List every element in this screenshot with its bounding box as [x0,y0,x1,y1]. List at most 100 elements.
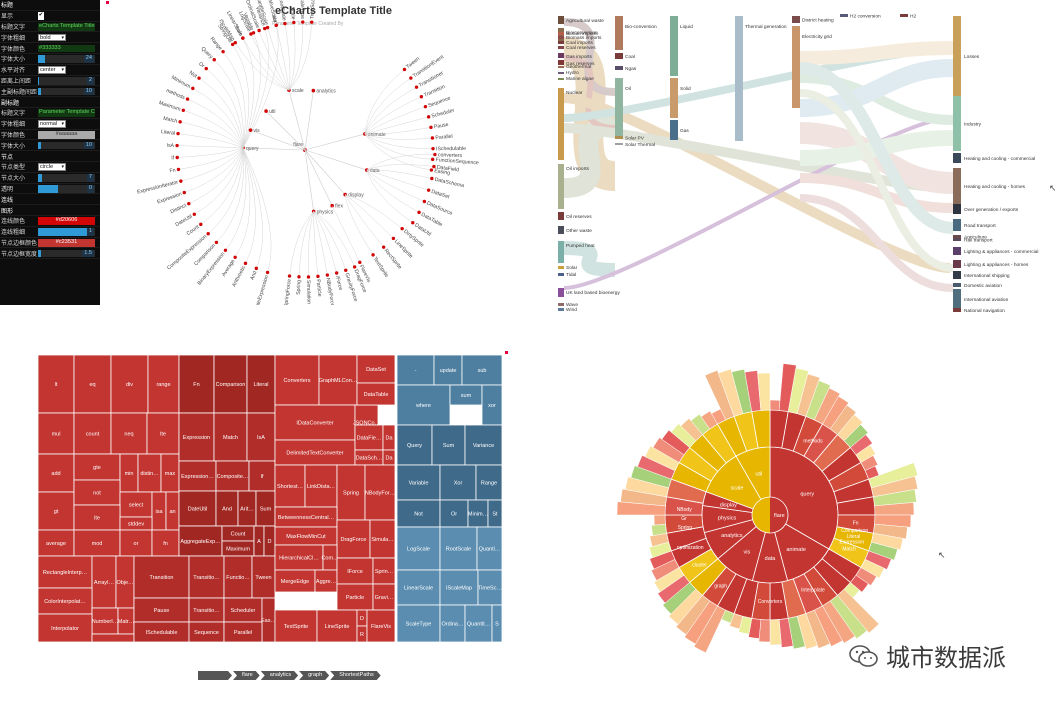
treemap-cell-label: RectangleInterp… [43,570,87,576]
tree-leaf [265,270,270,275]
panel-text-field[interactable]: eCharts Template Title [38,23,95,31]
tree-link [313,211,355,268]
breadcrumb-item[interactable]: ShortestPaths [330,671,381,680]
treemap-cell [396,464,441,501]
breadcrumb-item[interactable]: graph [299,671,329,680]
sunburst-slice-label: analytics [721,533,743,539]
sankey-link [799,173,954,213]
sunburst-slice [868,462,919,489]
panel-select[interactable]: center [38,66,66,74]
tree-leaf [417,210,421,215]
tree-leaf-label: methods [165,88,186,102]
sankey-node-label: Heating and cooling - homes [964,184,1026,190]
panel-slider[interactable]: 10 [38,87,95,96]
panel-select[interactable]: normal [38,120,66,128]
treemap-cells: lt eq div range mul count neq lte add gte min disti… [38,354,503,643]
tree-leaf-label: Minimum [170,75,191,90]
breadcrumb-item[interactable] [198,671,232,680]
sunburst-slice-label: methods [803,439,823,445]
treemap-cell [477,569,503,606]
tree-link [178,147,244,170]
treemap-cell [146,412,180,455]
tree-leaf [391,236,396,241]
sankey-link [563,241,616,277]
watermark-text: 城市数据派 [886,644,1006,672]
treemap-cell-label: ScaleType [406,622,432,628]
panel-slider[interactable]: 1.5 [38,249,95,258]
panel-row-label: 节点边框颜色 [1,240,37,247]
tree-link [366,169,420,213]
sunburst-slice [630,465,672,489]
panel-text-field[interactable]: #333333 [38,44,95,53]
panel-slider[interactable]: 10 [38,141,95,150]
panel-slider[interactable]: 2 [38,77,95,85]
tree-leaf-label: RectSprite [383,248,403,271]
tree-leaf [179,179,183,183]
panel-color-swatch[interactable]: #d20606 [38,217,95,225]
treemap-cell-label: Eas… [261,618,276,624]
tree-leaf [257,28,261,33]
tree-link [313,211,337,274]
treemap-chart: lt eq div range mul count neq lte add gte min disti… [38,354,503,643]
tree-link [242,147,263,269]
slider-value: 10 [83,87,94,96]
tree-leaf-label: DataTable [420,212,443,229]
treemap-cell-label: ISchedulable [146,630,178,636]
panel-slider[interactable]: 1 [38,228,95,236]
tree-leaf [306,275,311,279]
treemap-cell-label: lte [94,516,100,522]
sankey-node-label: Agriculture [964,235,987,241]
treemap-cell-label: max [165,471,176,477]
sankey-node [615,16,623,50]
tree-link [242,147,256,264]
panel-slider[interactable]: 24 [38,55,95,63]
watermark: 城市数据派 [848,638,1006,673]
sunburst-slice-label: NBody [677,507,693,513]
tree-leaf [221,49,225,54]
sankey-node-label: Other waste [566,228,592,234]
treemap-cell-label: Sum [443,443,455,449]
treemap-cell-label: IDataConverter [296,421,333,427]
treemap-cell [475,464,503,501]
tree-branch-label: animate [368,132,386,138]
sankey-node [953,219,961,231]
wechat-logo-icon [849,644,878,667]
treemap-cell [223,621,263,643]
sunburst-slice [731,368,753,414]
tree-leaf-label: Transition [423,84,446,99]
tree-leaf [423,104,428,109]
sunburst-slice [829,404,857,435]
sankey-node-label: Solar [566,265,578,271]
panel-slider[interactable]: 7 [38,174,95,182]
panel-select[interactable]: circle [38,163,66,171]
panel-row: 节点边框宽度 1.5 [0,248,100,260]
panel-color-swatch[interactable]: #c23531 [38,239,95,247]
treemap-cell-label: isa [155,509,163,515]
panel-text-field[interactable]: Parameter Template C [38,109,95,117]
panel-select[interactable]: bold [38,33,66,42]
treemap-cell-label: Aggre… [316,579,336,585]
breadcrumb-item[interactable]: flare [233,671,260,680]
breadcrumb-item[interactable]: analytics [261,671,298,680]
sankey-link [799,89,954,272]
sankey-node [558,88,564,160]
panel-slider[interactable]: 0 [38,185,95,193]
tree-link [364,133,433,140]
panel-row-label: 连线 [1,197,14,204]
sunburst-slice [829,595,868,640]
panel-color-swatch[interactable]: #aaaaaa [38,131,95,139]
tree-leaf-label: RootScale [277,0,287,21]
slider-fill [38,228,90,236]
treemap-cell [396,569,441,606]
sankey-node [558,46,564,49]
sankey-link [799,130,954,166]
sunburst-slice [796,613,818,650]
tree-root-label: flare [293,142,303,148]
sunburst-slice [670,423,697,448]
panel-checkbox[interactable]: ✔ [38,12,44,20]
panel-row-label: 连线粗细 [1,230,26,237]
slider-value: 0 [86,185,94,193]
sankey-node-label: Wave [566,302,578,308]
sunburst-slice [637,455,676,480]
